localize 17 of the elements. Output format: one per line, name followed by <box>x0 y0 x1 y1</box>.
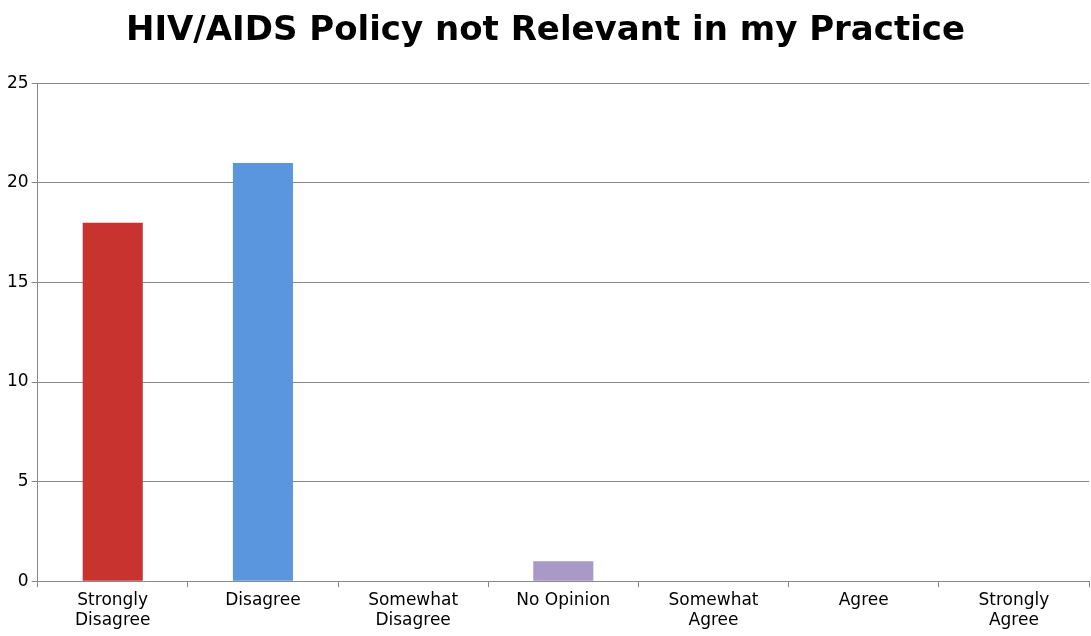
chart-title: HIV/AIDS Policy not Relevant in my Practice <box>124 8 967 48</box>
y-tick-label: 20 <box>6 171 29 192</box>
x-tick-label: Somewhat Disagree <box>368 588 459 630</box>
bar <box>232 162 293 581</box>
x-tick-label: Strongly Disagree <box>75 588 151 630</box>
x-tick-label: No Opinion <box>516 588 611 609</box>
x-tick-label: Somewhat Agree <box>668 588 759 630</box>
y-tick-label: 10 <box>6 370 29 391</box>
x-tick-label: Disagree <box>225 588 301 609</box>
y-tick-label: 25 <box>6 71 29 92</box>
x-tick-label: Agree <box>838 588 889 609</box>
y-tick-label: 0 <box>17 569 29 590</box>
bar <box>82 222 143 581</box>
bar <box>533 561 594 581</box>
x-tick-label: Strongly Agree <box>978 588 1050 630</box>
y-tick-label: 5 <box>17 470 29 491</box>
y-tick-label: 15 <box>6 270 29 291</box>
